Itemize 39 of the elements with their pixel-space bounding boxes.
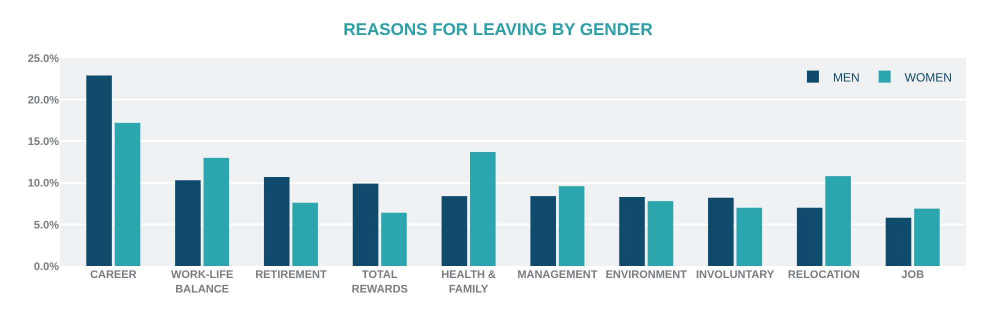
bar — [914, 208, 940, 266]
x-tick-label: RELOCATION — [788, 269, 860, 281]
x-tick-label: TOTAL REWARDS — [352, 269, 408, 296]
bar — [292, 202, 318, 266]
y-tick-label: 25.0% — [28, 52, 60, 65]
bar — [470, 152, 496, 266]
y-tick-label: 5.0% — [34, 219, 60, 232]
bar — [381, 212, 407, 266]
x-tick-label: WORK-LIFE BALANCE — [170, 269, 234, 296]
legend-label: WOMEN — [904, 70, 952, 84]
bar — [442, 196, 468, 266]
bar — [558, 186, 584, 266]
x-tick-label: RETIREMENT — [255, 269, 327, 281]
bar — [648, 201, 674, 266]
y-tick-label: 10.0% — [28, 178, 60, 190]
bar — [175, 180, 201, 266]
y-tick-label: 15.0% — [28, 136, 60, 148]
x-tick-label: HEALTH & FAMILY — [441, 269, 496, 296]
legend-label: MEN — [832, 70, 860, 84]
x-tick-label: MANAGEMENT — [517, 269, 598, 281]
bar — [708, 198, 734, 266]
bar — [86, 75, 112, 266]
bar — [796, 208, 822, 266]
bar — [619, 196, 645, 266]
bar — [352, 184, 378, 266]
x-tick-label: JOB — [901, 269, 924, 281]
y-tick-label: 0.0% — [34, 260, 60, 273]
chart-title: REASONS FOR LEAVING BY GENDER — [343, 20, 653, 39]
bar — [825, 176, 851, 266]
y-tick-label: 20.0% — [28, 94, 60, 106]
x-tick-label: CAREER — [90, 269, 137, 281]
bar — [264, 176, 290, 266]
bar — [114, 122, 140, 266]
bar — [530, 196, 556, 266]
x-tick-label: INVOLUNTARY — [696, 269, 775, 281]
bar — [204, 158, 230, 266]
bar — [736, 208, 762, 266]
x-tick-label: ENVIRONMENT — [606, 269, 688, 281]
bar — [886, 218, 912, 266]
